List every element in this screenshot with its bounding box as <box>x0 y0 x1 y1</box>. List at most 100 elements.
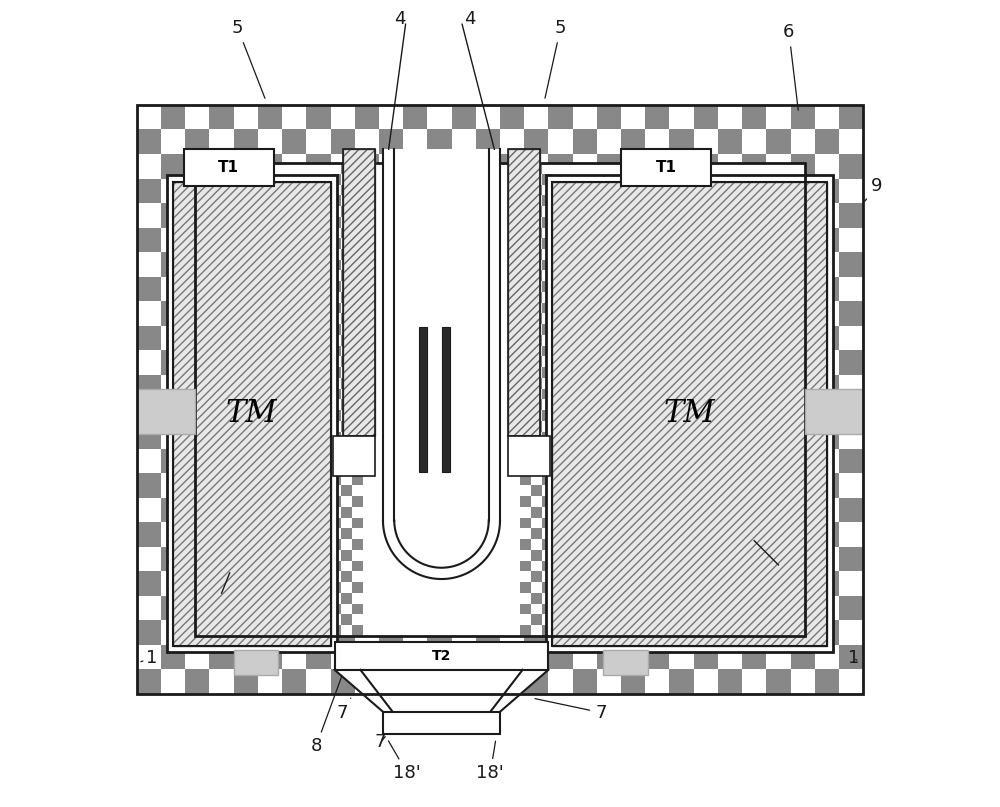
Bar <box>427 277 452 301</box>
Bar <box>791 498 815 522</box>
Bar <box>500 277 524 301</box>
Bar <box>341 614 352 625</box>
Bar <box>520 518 531 529</box>
Bar <box>352 357 363 367</box>
Bar <box>379 424 403 449</box>
Bar <box>531 238 542 249</box>
Bar <box>766 252 791 277</box>
Bar <box>531 432 542 442</box>
Bar <box>791 399 815 424</box>
Bar <box>331 645 355 670</box>
Bar <box>694 326 718 350</box>
Bar <box>427 375 452 399</box>
Bar <box>524 129 548 154</box>
Bar <box>531 282 542 292</box>
Bar <box>379 670 403 694</box>
Bar <box>185 547 209 571</box>
Bar <box>258 522 282 547</box>
Bar <box>542 432 552 442</box>
Bar <box>427 547 452 571</box>
Bar <box>185 228 209 252</box>
Bar <box>548 645 573 670</box>
Bar <box>355 498 379 522</box>
Bar <box>341 529 352 539</box>
Text: T1: T1 <box>218 160 239 175</box>
Bar <box>520 410 531 421</box>
Bar <box>520 195 531 206</box>
Bar <box>341 292 352 303</box>
Bar <box>476 105 500 129</box>
Bar <box>839 498 863 522</box>
Bar <box>341 282 352 292</box>
Bar <box>331 454 341 464</box>
Text: 4: 4 <box>464 10 475 27</box>
Bar <box>137 301 161 326</box>
Bar <box>531 324 542 335</box>
Bar <box>331 249 341 260</box>
Bar <box>645 547 669 571</box>
Bar <box>306 424 331 449</box>
Bar <box>621 670 645 694</box>
Bar <box>718 621 742 645</box>
Bar <box>137 228 161 252</box>
Bar <box>552 182 827 646</box>
Bar <box>403 105 427 129</box>
Bar <box>352 604 363 614</box>
Bar <box>815 178 839 203</box>
Bar <box>520 486 531 496</box>
Text: 7: 7 <box>535 699 607 721</box>
Bar <box>355 522 379 547</box>
Bar <box>524 621 548 645</box>
Bar <box>520 228 531 238</box>
Bar <box>282 154 306 178</box>
Bar <box>669 522 694 547</box>
Bar <box>500 498 524 522</box>
Bar <box>352 238 363 249</box>
Bar <box>542 282 552 292</box>
Bar <box>524 473 548 498</box>
Bar <box>742 596 766 621</box>
Bar <box>209 277 234 301</box>
Bar <box>403 473 427 498</box>
Bar <box>645 178 669 203</box>
Bar <box>137 154 161 178</box>
Bar <box>379 399 403 424</box>
Bar <box>341 345 352 357</box>
Bar <box>306 571 331 596</box>
Bar <box>282 571 306 596</box>
Bar <box>355 645 379 670</box>
Bar <box>531 507 542 518</box>
Bar <box>331 301 355 326</box>
Bar <box>597 571 621 596</box>
Bar <box>341 303 352 313</box>
Bar <box>476 670 500 694</box>
Bar <box>524 252 548 277</box>
Bar <box>355 670 379 694</box>
Bar <box>452 498 476 522</box>
Bar <box>341 367 352 378</box>
Bar <box>234 522 258 547</box>
Bar <box>669 105 694 129</box>
Bar <box>341 561 352 571</box>
Bar <box>331 539 341 550</box>
Bar <box>573 154 597 178</box>
Bar <box>195 163 805 636</box>
Bar <box>548 326 573 350</box>
Bar <box>331 614 341 625</box>
Bar <box>403 522 427 547</box>
Bar <box>597 522 621 547</box>
Bar <box>282 449 306 473</box>
Bar <box>476 178 500 203</box>
Bar <box>161 301 185 326</box>
Bar <box>403 375 427 399</box>
Bar <box>352 593 363 604</box>
Bar <box>742 571 766 596</box>
Bar <box>742 350 766 375</box>
Bar <box>520 582 531 593</box>
Bar <box>791 449 815 473</box>
Bar <box>766 449 791 473</box>
Bar <box>531 357 542 367</box>
Bar <box>839 129 863 154</box>
Bar <box>331 473 355 498</box>
Bar <box>234 350 258 375</box>
